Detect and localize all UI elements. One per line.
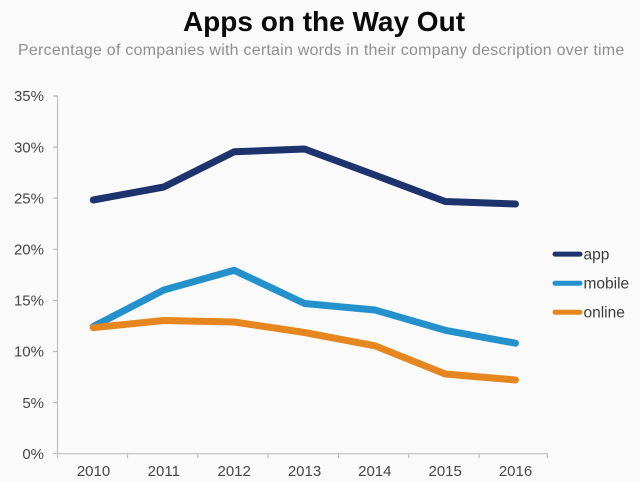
svg-text:30%: 30%	[14, 139, 44, 156]
svg-text:0%: 0%	[22, 446, 44, 463]
svg-text:5%: 5%	[22, 395, 44, 412]
svg-text:15%: 15%	[14, 293, 44, 310]
svg-text:2014: 2014	[358, 463, 391, 480]
svg-text:2015: 2015	[429, 463, 462, 480]
svg-text:2016: 2016	[499, 463, 532, 480]
svg-text:mobile: mobile	[584, 276, 630, 293]
svg-text:2011: 2011	[148, 463, 180, 480]
svg-text:2012: 2012	[218, 463, 251, 480]
svg-text:35%: 35%	[14, 88, 44, 105]
svg-text:app: app	[584, 246, 610, 263]
svg-text:online: online	[584, 305, 625, 322]
svg-text:25%: 25%	[14, 190, 44, 207]
svg-text:2013: 2013	[288, 463, 321, 480]
svg-text:20%: 20%	[14, 242, 44, 259]
svg-text:2010: 2010	[77, 463, 110, 480]
svg-text:10%: 10%	[14, 344, 44, 361]
